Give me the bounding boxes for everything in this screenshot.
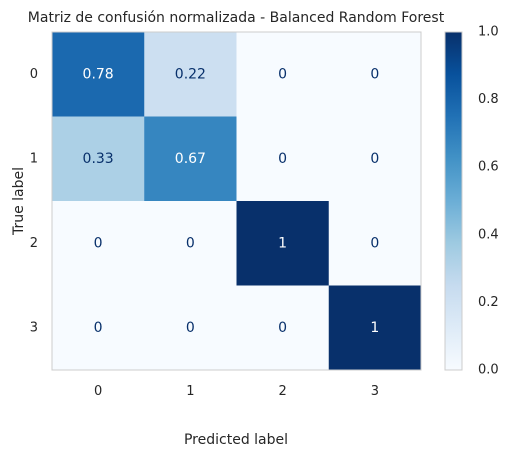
cell-value-label: 0.78 xyxy=(83,66,114,82)
cell-value-label: 0 xyxy=(370,151,379,167)
colorbar-tick-label: 0.6 xyxy=(478,160,499,175)
colorbar-tick-label: 0.0 xyxy=(478,363,499,378)
heatmap-cell xyxy=(144,116,237,202)
heatmap-cell xyxy=(236,32,330,117)
x-tick-label: 3 xyxy=(371,384,379,399)
heatmap-cell xyxy=(328,116,422,202)
cell-value-label: 0 xyxy=(278,66,287,82)
heatmap-cell xyxy=(52,116,145,202)
y-tick-label: 2 xyxy=(30,236,38,251)
heatmap-cell xyxy=(144,201,237,286)
x-axis-label: Predicted label xyxy=(184,432,288,448)
cell-value-label: 0 xyxy=(186,235,195,251)
cell-value-label: 0 xyxy=(278,151,287,167)
cell-value-label: 0 xyxy=(278,320,287,336)
x-tick-label: 0 xyxy=(94,384,102,399)
x-axis-ticks: 0 1 2 3 xyxy=(94,384,379,399)
cell-value-label: 0 xyxy=(370,66,379,82)
cell-value-label: 1 xyxy=(370,320,379,336)
heatmap-cell xyxy=(236,285,330,371)
cell-value-label: 0 xyxy=(186,320,195,336)
cell-value-label: 0.67 xyxy=(175,151,206,167)
colorbar-tick-label: 0.2 xyxy=(478,295,499,310)
heatmap-cell xyxy=(144,285,237,371)
heatmap-cell xyxy=(328,32,422,117)
cell-value-label: 0.22 xyxy=(175,66,206,82)
heatmap-grid: 0.78 0.22 0 0 0.33 0.67 0 0 0 0 1 0 0 0 0 1 xyxy=(52,32,422,371)
cell-value-label: 0 xyxy=(370,235,379,251)
y-tick-label: 3 xyxy=(30,320,38,335)
x-tick-label: 2 xyxy=(278,384,286,399)
cell-value-label: 0 xyxy=(94,320,103,336)
heatmap-cell xyxy=(328,285,422,371)
y-axis-ticks: 0 1 2 3 xyxy=(30,67,38,336)
heatmap-cell xyxy=(236,116,330,202)
cell-value-label: 0.33 xyxy=(83,151,114,167)
heatmap-cell xyxy=(144,32,237,117)
y-tick-label: 0 xyxy=(30,67,38,82)
heatmap-cell xyxy=(236,201,330,286)
heatmap-cell xyxy=(328,201,422,286)
colorbar-ticks: 0.0 0.2 0.4 0.6 0.8 1.0 xyxy=(478,25,499,378)
colorbar-tick-label: 1.0 xyxy=(478,25,499,40)
x-tick-label: 1 xyxy=(186,384,194,399)
chart-title: Matriz de confusión normalizada - Balanc… xyxy=(28,10,445,26)
colorbar xyxy=(444,31,463,371)
y-tick-label: 1 xyxy=(30,151,38,166)
cell-value-label: 0 xyxy=(94,235,103,251)
heatmap-frame xyxy=(51,31,422,371)
heatmap-cell xyxy=(52,285,145,371)
heatmap-cell xyxy=(52,201,145,286)
heatmap-cell xyxy=(52,32,145,117)
y-axis-label: True label xyxy=(11,167,27,236)
colorbar-tick-label: 0.4 xyxy=(478,227,499,242)
cell-value-label: 1 xyxy=(278,235,287,251)
colorbar-tick-label: 0.8 xyxy=(478,92,499,107)
